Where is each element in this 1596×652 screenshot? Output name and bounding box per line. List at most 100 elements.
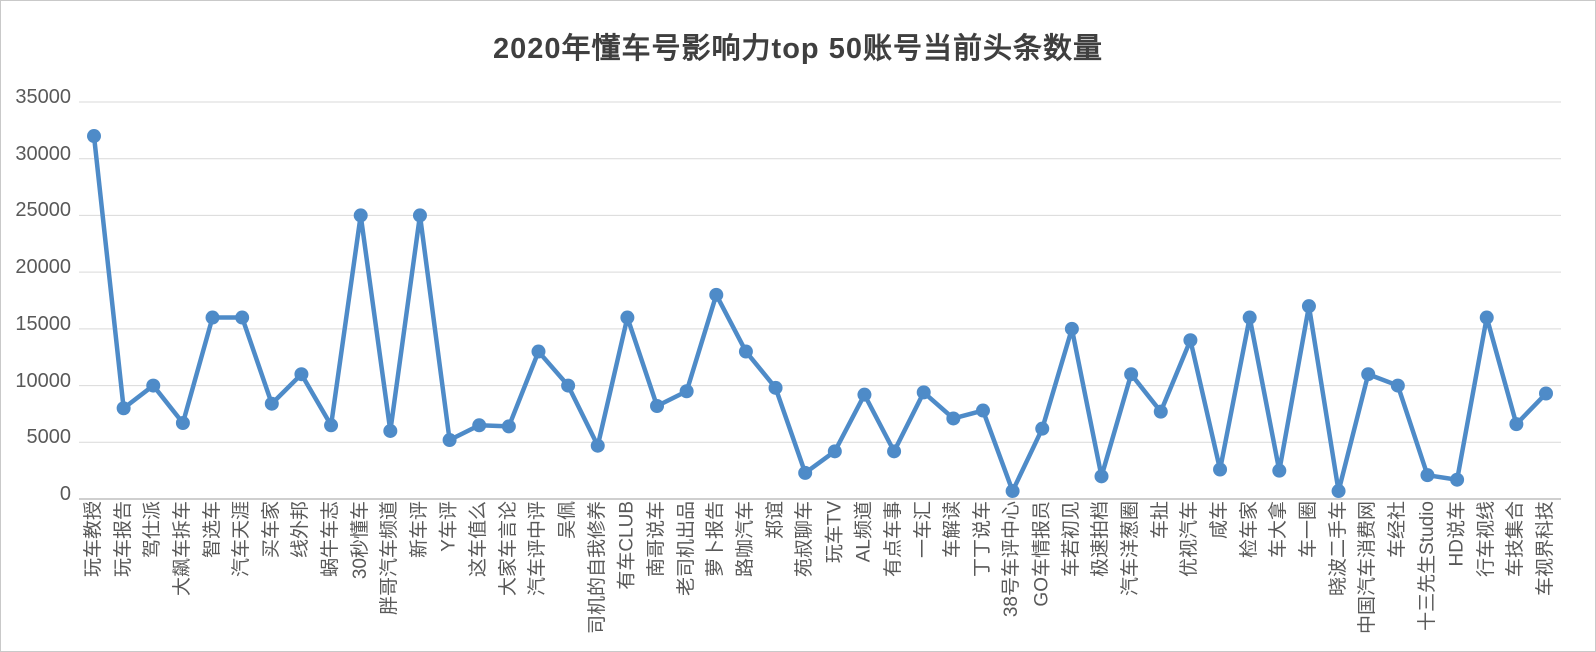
- x-tick: 汽车洋葱圈: [1117, 501, 1145, 651]
- data-point: [531, 344, 546, 359]
- data-point: [768, 380, 783, 395]
- data-point: [1331, 484, 1346, 499]
- x-tick: 咸车: [1206, 501, 1234, 651]
- x-tick: 郑谊: [762, 501, 790, 651]
- x-tick-label: 检车家: [1238, 501, 1260, 559]
- x-tick: 南哥说车: [643, 501, 671, 651]
- x-tick: 行车视线: [1473, 501, 1501, 651]
- x-tick-label: 买车家: [260, 501, 282, 559]
- data-point: [1035, 421, 1050, 436]
- x-tick-label: 南哥说车: [646, 501, 668, 578]
- y-tick-label: 30000: [15, 142, 71, 165]
- data-point: [1124, 367, 1139, 382]
- x-tick-label: 汽车评中评: [527, 501, 549, 597]
- x-tick-label: 车若初见: [1060, 501, 1082, 578]
- y-tick-label: 5000: [26, 426, 72, 449]
- x-tick: 丁丁说车: [969, 501, 997, 651]
- data-point: [561, 378, 576, 393]
- data-point: [1479, 310, 1494, 325]
- data-point: [709, 287, 724, 302]
- x-tick-label: 一车汇: [912, 501, 934, 559]
- x-tick: 大飙车拆车: [169, 501, 197, 651]
- data-point: [472, 418, 487, 433]
- data-point: [1183, 333, 1198, 348]
- x-tick-label: 郑谊: [764, 501, 786, 540]
- y-tick-label: 10000: [15, 369, 71, 392]
- y-tick-label: 0: [59, 483, 71, 505]
- x-tick: 胖哥汽车频道: [376, 501, 404, 651]
- data-point: [442, 433, 457, 448]
- x-tick: Y车评: [436, 501, 464, 651]
- x-tick-label: 苑叔聊车: [794, 501, 816, 578]
- x-tick: 38号车评中心: [999, 501, 1027, 651]
- x-tick-label: 优视汽车: [1179, 501, 1201, 578]
- data-point: [1390, 378, 1405, 393]
- x-tick: 有点车事: [880, 501, 908, 651]
- x-tick: 买车家: [258, 501, 286, 651]
- data-point: [1361, 367, 1376, 382]
- x-tick-label: 车扯: [1149, 501, 1171, 540]
- data-point: [324, 418, 339, 433]
- x-tick: 车若初见: [1058, 501, 1086, 651]
- x-tick: 蜗牛车志: [317, 501, 345, 651]
- data-point: [946, 411, 961, 426]
- data-point: [650, 398, 665, 413]
- x-tick: 优视汽车: [1176, 501, 1204, 651]
- x-tick-label: 丁丁说车: [971, 501, 993, 578]
- x-tick: 新车评: [406, 501, 434, 651]
- x-tick: 车技集合: [1502, 501, 1530, 651]
- x-tick-label: 十三先生Studio: [1416, 501, 1438, 631]
- x-tick: 这车值么: [465, 501, 493, 651]
- x-tick: GO车情报员: [1028, 501, 1056, 651]
- data-point: [916, 385, 931, 400]
- x-tick: 智选车: [199, 501, 227, 651]
- x-tick-label: 行车视线: [1475, 501, 1497, 578]
- x-tick: 十三先生Studio: [1413, 501, 1441, 651]
- x-tick-label: 大飙车拆车: [171, 501, 193, 597]
- x-tick-label: 咸车: [1209, 501, 1231, 540]
- data-point: [1420, 468, 1435, 483]
- x-tick: 玩车报告: [110, 501, 138, 651]
- x-tick-label: 车大拿: [1268, 501, 1290, 559]
- x-tick: 30秒懂车: [347, 501, 375, 651]
- data-point: [1509, 417, 1524, 432]
- data-point: [620, 310, 635, 325]
- x-tick-label: 晓波二手车: [1327, 501, 1349, 597]
- x-tick-label: HD说车: [1446, 501, 1468, 567]
- x-tick-label: GO车情报员: [1031, 501, 1053, 607]
- data-point: [887, 444, 902, 459]
- x-tick: 路咖汽车: [732, 501, 760, 651]
- data-point: [87, 129, 101, 144]
- x-axis: 玩车教授 玩车报告 驾仕派 大飙车拆车 智选车 汽车天涯 买车家 线外邦 蜗牛车志 30秒懂车 胖哥…: [79, 501, 1561, 651]
- x-tick-label: 玩车TV: [823, 501, 845, 564]
- x-tick: 一车汇: [910, 501, 938, 651]
- data-point: [1272, 463, 1287, 478]
- x-tick-label: 司机的自我修养: [586, 501, 608, 635]
- x-tick: 晓波二手车: [1325, 501, 1353, 651]
- data-point: [738, 344, 753, 359]
- x-tick: 老司机出品: [673, 501, 701, 651]
- x-tick: 线外邦: [287, 501, 315, 651]
- x-tick-label: 智选车: [201, 501, 223, 559]
- y-tick-label: 20000: [15, 256, 71, 279]
- x-tick-label: 汽车洋葱圈: [1120, 501, 1142, 597]
- chart-title: 2020年懂车号影响力top 50账号当前头条数量: [493, 33, 1103, 65]
- data-point: [798, 465, 813, 480]
- data-point: [353, 208, 368, 223]
- data-point: [264, 396, 279, 411]
- x-tick-label: 新车评: [408, 501, 430, 559]
- x-tick-label: 中国汽车消费网: [1357, 501, 1379, 635]
- y-tick-label: 35000: [15, 86, 71, 108]
- data-point: [205, 310, 220, 325]
- data-point: [1094, 469, 1109, 484]
- x-tick: 玩车TV: [821, 501, 849, 651]
- x-tick: 车解读: [939, 501, 967, 651]
- x-tick: 汽车天涯: [228, 501, 256, 651]
- y-tick-label: 25000: [15, 199, 71, 222]
- x-tick-label: 老司机出品: [675, 501, 697, 597]
- data-point: [1539, 386, 1553, 401]
- data-point: [1064, 321, 1079, 336]
- x-tick-label: 玩车报告: [112, 501, 134, 578]
- data-point: [857, 387, 872, 402]
- data-point: [1005, 484, 1020, 499]
